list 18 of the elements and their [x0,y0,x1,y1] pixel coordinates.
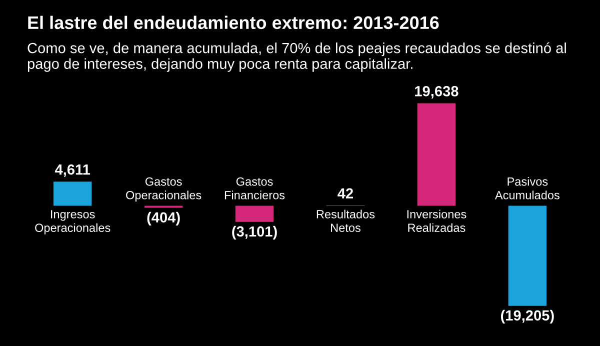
chart-title: El lastre del endeudamiento extremo: 2013-2016 [28,16,439,30]
data-label: 4,611 [54,164,90,177]
bar [235,206,274,222]
x-tick-label: Gastos Operacionales [126,177,202,202]
x-tick-label: Resultados Netos [316,210,375,232]
x-tick-label: Inversiones Realizadas [407,210,466,232]
bar [417,103,456,206]
data-label: (3,101) [232,226,277,240]
bar [508,206,547,306]
x-tick-label: Ingresos Operacionales [35,210,110,234]
data-label: 42 [338,188,354,198]
data-label: 19,638 [415,86,458,98]
chart-subtitle: Como se ve, de manera acumulada, el 70% de los peajes recaudados se destinó al pago de intereses, dejando muy poca renta para capitalizar. [28,42,566,72]
bar [53,182,92,206]
x-tick-label: Pasivos Acumulados [494,177,560,200]
data-label: (404) [147,212,180,226]
data-label: (19,205) [500,310,554,324]
x-tick-label: Gastos Financieros [224,177,285,200]
